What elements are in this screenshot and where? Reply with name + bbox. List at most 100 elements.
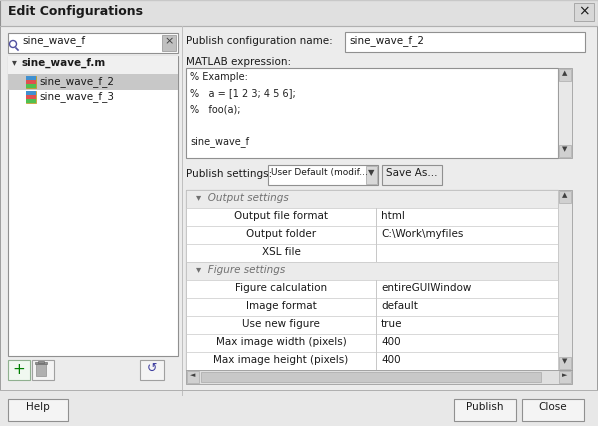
Bar	[522, 399, 584, 421]
Bar	[38, 361, 44, 363]
Bar	[186, 316, 558, 334]
Text: %   foo(a);: % foo(a);	[190, 104, 240, 114]
Text: 400: 400	[381, 337, 401, 347]
Bar	[8, 56, 178, 356]
Text: Image format: Image format	[246, 301, 316, 311]
Bar	[366, 166, 377, 184]
Text: ▾  Output settings: ▾ Output settings	[196, 193, 289, 203]
Text: Max image width (pixels): Max image width (pixels)	[216, 337, 346, 347]
Bar	[558, 68, 572, 158]
Bar	[26, 91, 36, 103]
Bar	[26, 95, 36, 99]
Bar	[186, 244, 558, 262]
Bar	[376, 244, 377, 262]
Text: ×: ×	[578, 4, 590, 18]
Text: +: +	[13, 362, 25, 377]
Bar	[8, 360, 30, 380]
Bar	[8, 33, 178, 53]
Bar	[186, 68, 558, 158]
Bar	[26, 99, 36, 103]
Text: Close: Close	[539, 401, 568, 412]
Bar	[187, 371, 199, 383]
Bar	[0, 0, 598, 1]
Bar	[35, 362, 47, 364]
Text: ↺: ↺	[147, 362, 157, 375]
Text: Use new figure: Use new figure	[242, 319, 320, 329]
Bar	[376, 352, 377, 370]
Text: ▾  Figure settings: ▾ Figure settings	[196, 265, 285, 275]
Text: ◄: ◄	[190, 372, 196, 378]
Text: sine_wave_f_2: sine_wave_f_2	[39, 77, 114, 87]
Bar	[268, 165, 378, 185]
Bar	[26, 91, 36, 95]
Text: ×: ×	[164, 36, 173, 46]
Bar	[182, 26, 183, 396]
Bar	[559, 357, 571, 369]
Bar	[376, 334, 377, 352]
Bar	[376, 226, 377, 244]
Text: Figure calculation: Figure calculation	[235, 283, 327, 293]
Bar	[186, 208, 558, 226]
Bar	[186, 190, 558, 370]
Text: sine_wave_f_2: sine_wave_f_2	[349, 35, 424, 46]
Bar	[8, 56, 178, 74]
Bar	[36, 363, 46, 376]
Bar	[32, 360, 54, 380]
Text: % Example:: % Example:	[190, 72, 248, 82]
Bar	[6, 30, 180, 390]
Text: 400: 400	[381, 355, 401, 365]
Text: Help: Help	[26, 401, 50, 412]
Bar	[0, 390, 598, 391]
Text: C:\Work\myfiles: C:\Work\myfiles	[381, 229, 463, 239]
Text: Publish configuration name:: Publish configuration name:	[186, 36, 332, 46]
Text: html: html	[381, 211, 405, 221]
Bar	[186, 262, 558, 280]
Bar	[559, 371, 571, 383]
Bar	[8, 399, 68, 421]
Text: Output file format: Output file format	[234, 211, 328, 221]
Bar	[186, 298, 558, 316]
Bar	[376, 298, 377, 316]
Text: sine_wave_f.m: sine_wave_f.m	[22, 58, 106, 68]
Text: entireGUIWindow: entireGUIWindow	[381, 283, 471, 293]
Text: XSL file: XSL file	[261, 247, 300, 257]
Bar	[376, 280, 377, 298]
Bar	[376, 316, 377, 334]
Text: Output folder: Output folder	[246, 229, 316, 239]
Bar	[574, 3, 594, 21]
Text: ▲: ▲	[562, 192, 568, 198]
Text: true: true	[381, 319, 402, 329]
Bar	[186, 280, 558, 298]
Bar	[454, 399, 516, 421]
Bar	[558, 190, 572, 370]
Text: Publish: Publish	[466, 401, 504, 412]
Bar	[8, 74, 178, 90]
Text: ▲: ▲	[562, 70, 568, 76]
Text: ▼: ▼	[562, 358, 568, 364]
Text: User Default (modif...: User Default (modif...	[271, 168, 368, 177]
Text: Save As...: Save As...	[386, 168, 438, 178]
Text: MATLAB expression:: MATLAB expression:	[186, 57, 291, 67]
Bar	[162, 35, 176, 51]
Text: default: default	[381, 301, 418, 311]
Bar	[0, 26, 598, 27]
Bar	[345, 32, 585, 52]
Bar	[186, 370, 572, 384]
Text: sine_wave_f: sine_wave_f	[190, 136, 249, 147]
Bar	[186, 190, 558, 208]
Bar	[559, 191, 571, 203]
Bar	[26, 76, 36, 88]
Bar	[186, 352, 558, 370]
Text: Max image height (pixels): Max image height (pixels)	[213, 355, 349, 365]
Text: ▼: ▼	[562, 146, 568, 152]
Text: Edit Configurations: Edit Configurations	[8, 5, 143, 18]
Text: ►: ►	[562, 372, 568, 378]
Bar	[382, 165, 442, 185]
Bar	[376, 208, 377, 226]
Text: ▾: ▾	[12, 58, 23, 68]
Bar	[140, 360, 164, 380]
Bar	[26, 76, 36, 80]
Bar	[0, 0, 598, 26]
Text: %   a = [1 2 3; 4 5 6];: % a = [1 2 3; 4 5 6];	[190, 88, 296, 98]
Bar	[0, 390, 598, 426]
